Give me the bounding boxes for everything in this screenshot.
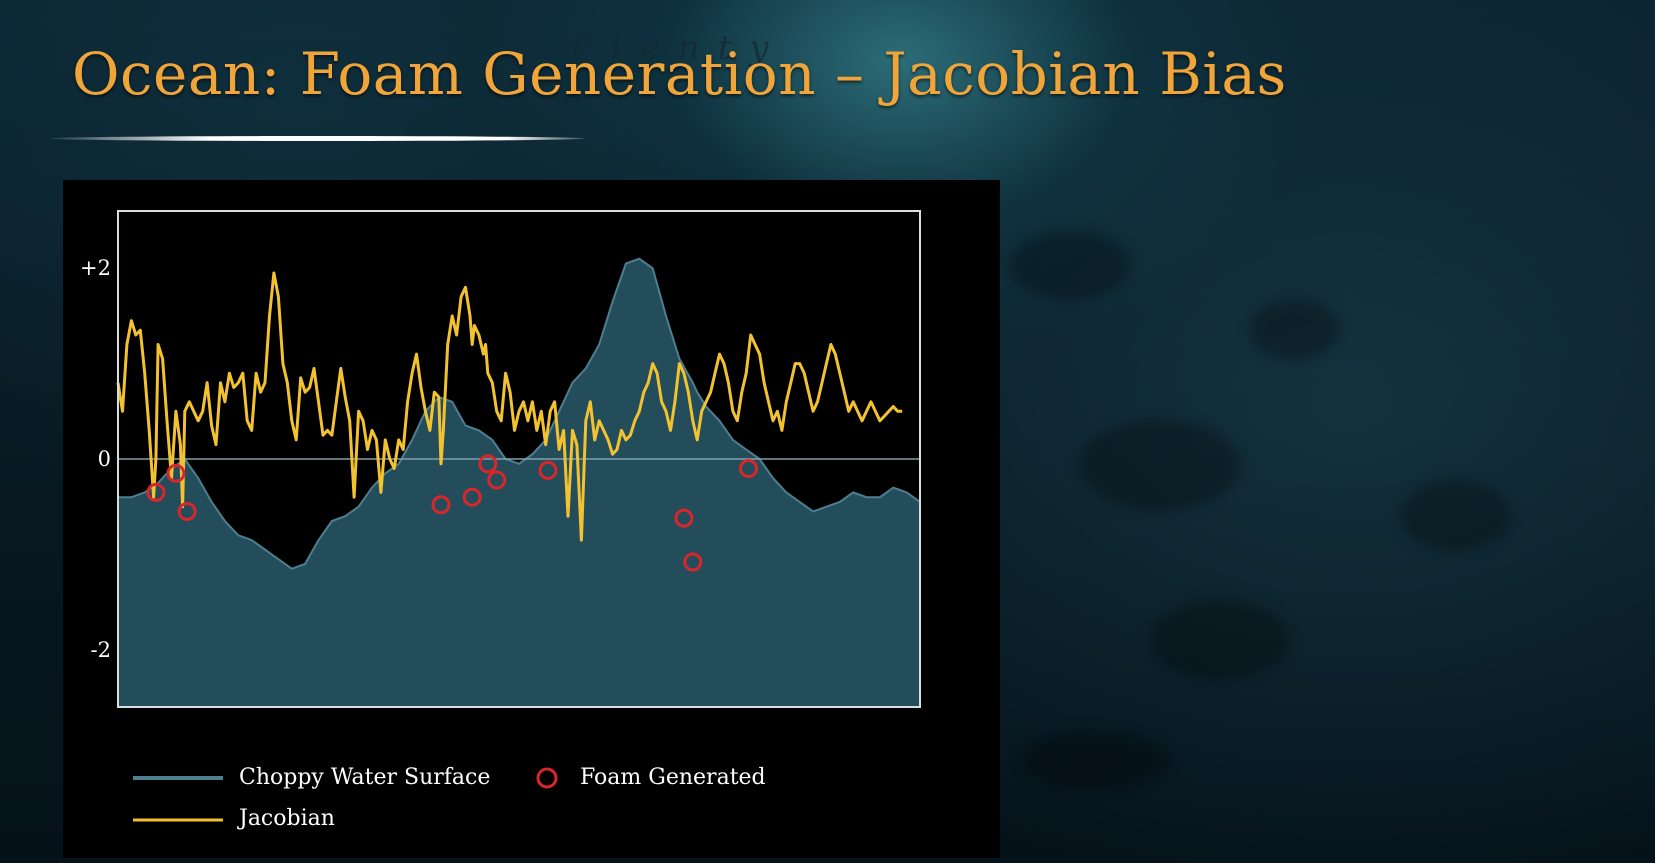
foam-marker	[674, 508, 694, 528]
map-label-plenty: Plenty	[570, 28, 787, 68]
map-decoration	[1150, 600, 1290, 680]
foam-marker	[146, 482, 166, 502]
legend-label-foam: Foam Generated	[580, 765, 766, 790]
chart-panel: +2 0 -2 Choppy Water Surface Foam Generate…	[63, 180, 1000, 858]
map-decoration	[1400, 480, 1510, 550]
map-decoration	[1020, 730, 1170, 790]
map-label-lone-cove: Lone Cove	[598, 155, 663, 169]
foam-marker	[739, 459, 758, 478]
map-decoration	[1250, 300, 1340, 360]
y-tick-label: 0	[98, 447, 111, 471]
legend-label-jacobian: Jacobian	[239, 806, 335, 831]
title-underline	[50, 136, 585, 141]
y-axis: +2 0 -2	[80, 256, 111, 662]
legend	[133, 767, 558, 822]
foam-marker	[538, 460, 558, 480]
foam-marker	[431, 495, 451, 515]
legend-label-surface: Choppy Water Surface	[239, 765, 491, 790]
foam-marker	[462, 487, 482, 507]
jacobian-line	[116, 271, 903, 542]
legend-swatch-foam	[536, 767, 558, 789]
foam-marker	[166, 463, 186, 483]
map-decoration	[1080, 420, 1240, 510]
map-decoration	[1010, 230, 1130, 300]
jacobian-chart: +2 0 -2	[80, 210, 921, 822]
y-tick-label: +2	[80, 256, 111, 280]
foam-marker	[478, 454, 498, 474]
y-tick-label: -2	[91, 638, 111, 662]
plot-area	[116, 210, 921, 708]
slide-title: Ocean: Foam Generation – Jacobian Bias	[72, 40, 1287, 108]
plot-frame	[117, 210, 921, 708]
foam-marker	[487, 470, 507, 490]
surface-area	[118, 258, 920, 707]
foam-marker	[683, 552, 703, 572]
foam-marker	[177, 502, 197, 521]
